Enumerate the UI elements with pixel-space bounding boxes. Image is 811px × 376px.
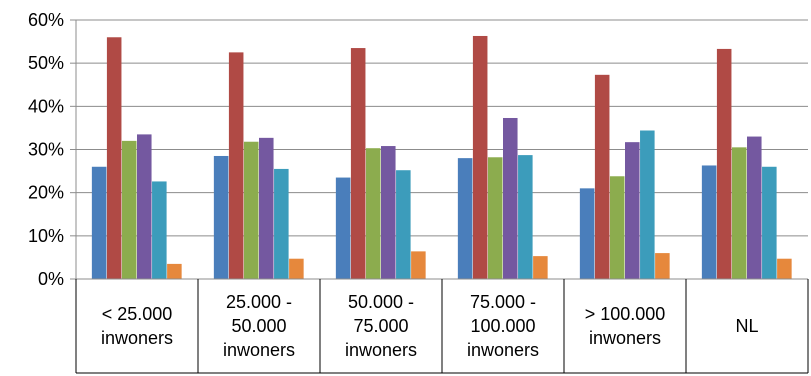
bar — [487, 157, 503, 279]
bar — [213, 155, 229, 279]
gridlines — [76, 19, 808, 280]
category-label: inwoners — [345, 340, 417, 360]
bar — [533, 256, 548, 279]
category-label: 50.000 — [231, 316, 286, 336]
bar — [152, 181, 167, 279]
category-label: inwoners — [589, 328, 661, 348]
bar — [747, 136, 762, 279]
bar — [365, 148, 381, 279]
bar — [518, 155, 533, 279]
y-tick-label: 0% — [38, 269, 64, 289]
y-tick-label: 20% — [28, 183, 64, 203]
category-label: 100.000 — [470, 316, 535, 336]
bars — [91, 35, 792, 280]
bar — [167, 263, 182, 279]
bar — [594, 74, 610, 280]
bar — [503, 117, 518, 279]
bar — [457, 158, 473, 279]
bar — [121, 140, 137, 279]
bar — [716, 48, 732, 280]
bar — [350, 48, 366, 279]
bar — [381, 146, 396, 279]
bar — [228, 52, 244, 279]
bar — [701, 165, 717, 279]
bar — [106, 37, 122, 280]
bar — [243, 141, 259, 279]
bar — [579, 188, 595, 279]
bar — [777, 258, 792, 279]
category-label: inwoners — [101, 328, 173, 348]
y-tick-label: 40% — [28, 96, 64, 116]
y-tick-label: 30% — [28, 140, 64, 160]
bar — [609, 176, 625, 279]
bar — [625, 142, 640, 279]
category-label: NL — [735, 316, 758, 336]
bar — [91, 166, 107, 279]
category-label: < 25.000 — [102, 304, 173, 324]
bar — [259, 137, 274, 279]
bar — [472, 35, 488, 280]
bar — [335, 177, 351, 279]
category-label: 25.000 - — [226, 292, 292, 312]
bar — [411, 251, 426, 279]
y-tick-label: 50% — [28, 53, 64, 73]
bar — [762, 166, 777, 279]
category-label: 50.000 - — [348, 292, 414, 312]
category-label: inwoners — [223, 340, 295, 360]
bar — [655, 253, 670, 279]
bar — [731, 147, 747, 279]
bar — [640, 130, 655, 279]
category-labels: < 25.000 inwoners 25.000 - 50.000 inwoners 50… — [75, 279, 809, 374]
bar — [137, 134, 152, 279]
bar — [274, 168, 289, 279]
bar — [289, 258, 304, 279]
category-label: 75.000 - — [470, 292, 536, 312]
y-tick-label: 60% — [28, 10, 64, 30]
y-tick-label: 10% — [28, 226, 64, 246]
bar — [396, 170, 411, 279]
category-label: 75.000 — [353, 316, 408, 336]
category-label: > 100.000 — [585, 304, 666, 324]
y-axis-tick-labels: 0% 10% 20% 30% 40% 50% 60% — [28, 10, 64, 289]
category-label: inwoners — [467, 340, 539, 360]
